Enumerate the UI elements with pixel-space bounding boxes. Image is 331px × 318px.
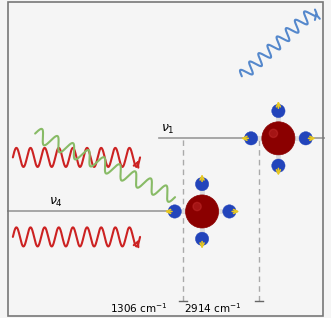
Text: $\nu_1$: $\nu_1$ — [161, 123, 174, 136]
Text: 2914 cm$^{-1}$: 2914 cm$^{-1}$ — [184, 301, 242, 315]
Circle shape — [269, 129, 278, 137]
Text: 1306 cm$^{-1}$: 1306 cm$^{-1}$ — [110, 301, 167, 315]
Text: $\nu_4$: $\nu_4$ — [49, 196, 64, 209]
Circle shape — [168, 205, 181, 218]
Circle shape — [195, 232, 209, 245]
Circle shape — [299, 132, 312, 145]
Circle shape — [272, 104, 285, 118]
Circle shape — [195, 177, 209, 191]
Circle shape — [186, 195, 218, 228]
Circle shape — [262, 122, 295, 155]
Circle shape — [193, 202, 201, 211]
Circle shape — [272, 159, 285, 172]
Circle shape — [244, 132, 258, 145]
Circle shape — [223, 205, 236, 218]
